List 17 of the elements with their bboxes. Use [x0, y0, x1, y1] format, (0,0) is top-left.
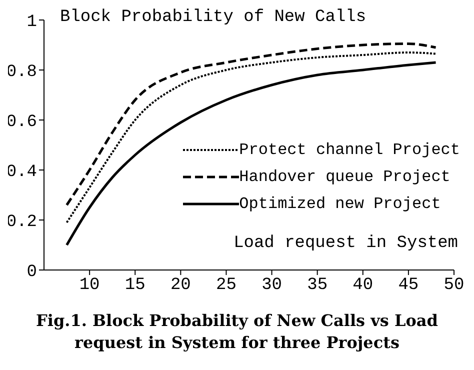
x-tick-label: 45 — [398, 276, 419, 296]
x-tick-label: 20 — [170, 276, 191, 296]
x-tick-label: 15 — [124, 276, 146, 296]
y-tick-label: 0 — [26, 263, 37, 282]
x-tick-label: 50 — [444, 276, 464, 296]
y-tick-label: 1 — [26, 13, 37, 32]
legend-label: Optimized new Project — [239, 194, 441, 212]
x-tick-label: 10 — [79, 276, 100, 296]
y-axis-title: Block Probability of New Calls — [60, 8, 366, 27]
x-tick-label: 35 — [307, 276, 328, 296]
x-tick-label: 25 — [216, 276, 236, 296]
text: Fig.1. Block Probability of New Calls vs Load request in System for three Projects — [35, 310, 439, 354]
x-axis-title: Load request in System — [234, 234, 458, 253]
x-tick-label: 40 — [352, 276, 374, 296]
x-tick-label: 30 — [262, 276, 282, 296]
legend-label: Handover queue Project — [239, 168, 450, 186]
legend-label: Protect channel Project — [239, 140, 460, 158]
